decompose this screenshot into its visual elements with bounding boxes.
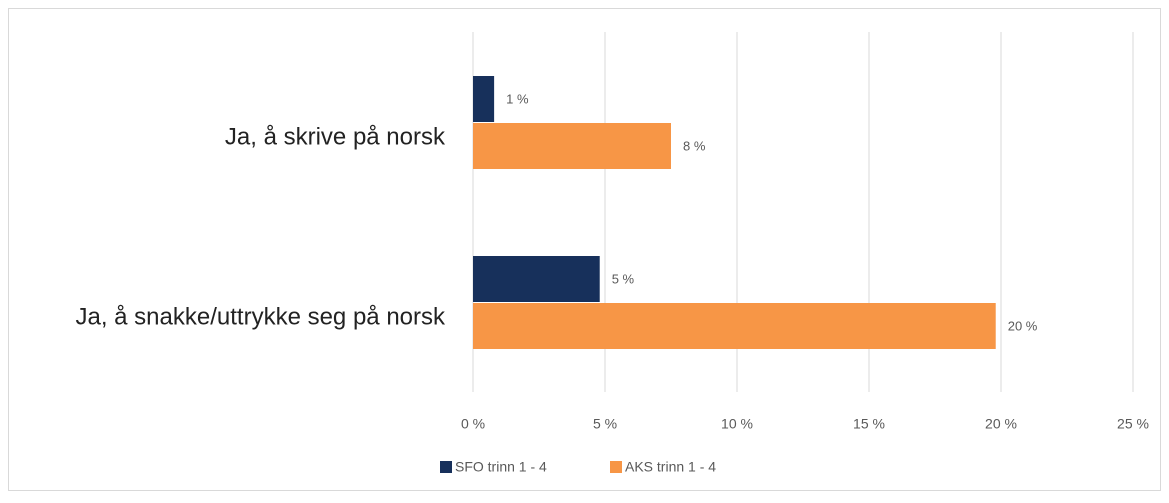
x-tick-label: 20 % (985, 416, 1017, 432)
legend-label: SFO trinn 1 - 4 (455, 459, 547, 475)
bar (473, 123, 671, 169)
x-tick-label: 5 % (593, 416, 617, 432)
x-tick-label: 0 % (461, 416, 485, 432)
x-tick-label: 10 % (721, 416, 753, 432)
legend-swatch (440, 461, 452, 473)
category-label: Ja, å skrive på norsk (225, 123, 446, 150)
x-tick-label: 15 % (853, 416, 885, 432)
legend-swatch (610, 461, 622, 473)
value-label: 5 % (612, 271, 635, 286)
bar (473, 303, 996, 349)
value-label: 20 % (1008, 318, 1038, 333)
chart-border (8, 8, 1161, 491)
bar (473, 256, 600, 302)
category-label: Ja, å snakke/uttrykke seg på norsk (75, 303, 446, 330)
legend-label: AKS trinn 1 - 4 (625, 459, 716, 475)
bar (473, 76, 495, 122)
value-label: 8 % (683, 138, 706, 153)
value-label: 1 % (506, 91, 529, 106)
x-tick-label: 25 % (1117, 416, 1149, 432)
